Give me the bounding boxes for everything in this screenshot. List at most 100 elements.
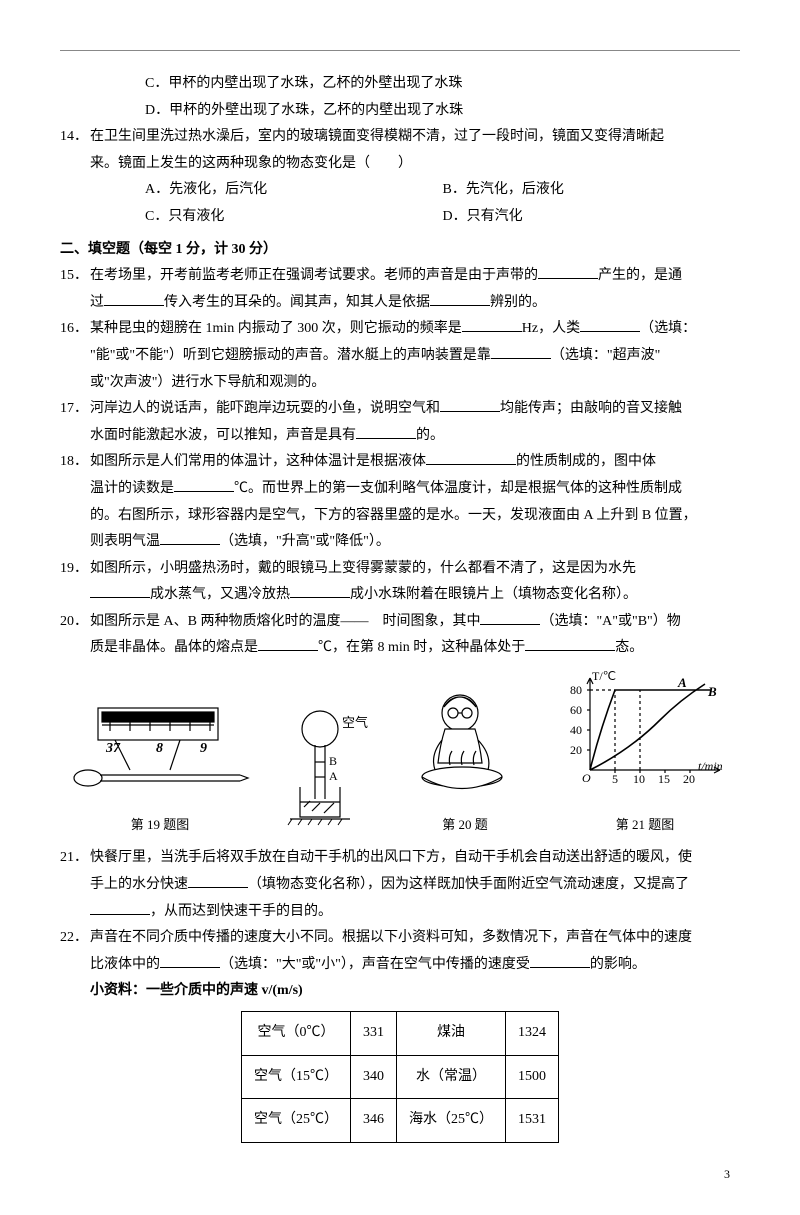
q22-subhead: 小资料：一些介质中的声速 v/(m/s) <box>90 983 303 998</box>
chart-A: A <box>677 675 687 690</box>
t: 快餐厅里，当洗手后将双手放在自动干手机的出风口下方，自动干手机会自动送出舒适的暖… <box>90 850 692 865</box>
blank <box>530 953 590 968</box>
fig-flask: 空气 B A <box>280 707 370 838</box>
blank <box>160 953 220 968</box>
q14-options-2: C．只有液化 D．只有汽化 <box>60 204 740 231</box>
q14: 14． 在卫生间里洗过热水澡后，室内的玻璃镜面变得模糊不清，过了一段时间，镜面又… <box>60 124 740 151</box>
q22-num: 22． <box>60 925 90 1005</box>
t: 态。 <box>615 640 643 655</box>
thermo-9: 9 <box>200 741 207 756</box>
q15: 15． 在考场里，开考前监考老师正在强调考试要求。老师的声音是由于声带的产生的，… <box>60 263 740 316</box>
t: 产生的，是通 <box>598 268 682 283</box>
cell: 1500 <box>506 1055 559 1099</box>
q13-option-c: C．甲杯的内壁出现了水珠，乙杯的外壁出现了水珠 <box>60 71 740 98</box>
chart-y80: 80 <box>570 683 582 697</box>
cell: 340 <box>351 1055 397 1099</box>
flask-air: 空气 <box>342 715 368 730</box>
chart-yaxis: T/℃ <box>592 670 616 683</box>
t: 的性质制成的，图中体 <box>516 454 656 469</box>
fig-b-label: 第 20 题 <box>400 813 530 838</box>
t: （选填： <box>640 321 696 336</box>
chart-xaxis: t/min <box>698 759 723 773</box>
blank <box>525 636 615 651</box>
q14-options-1: A．先液化，后汽化 B．先汽化，后液化 <box>60 177 740 204</box>
q16: 16． 某种昆虫的翅膀在 1min 内振动了 300 次，则它振动的频率是Hz，… <box>60 316 740 396</box>
t: 成水蒸气，又遇冷放热 <box>150 587 290 602</box>
blank <box>104 291 164 306</box>
page-number: 3 <box>60 1163 740 1186</box>
q14-opt-a: A．先液化，后汽化 <box>145 177 443 204</box>
chart-x20: 20 <box>683 772 695 786</box>
q14-line1: 在卫生间里洗过热水澡后，室内的玻璃镜面变得模糊不清，过了一段时间，镜面又变得清晰… <box>90 124 740 151</box>
q14-num: 14． <box>60 124 90 151</box>
cell: 煤油 <box>397 1011 506 1055</box>
t: 手上的水分快速 <box>90 877 188 892</box>
t: （选填："超声波" <box>551 348 660 363</box>
t: 如图所示是人们常用的体温计，这种体温计是根据液体 <box>90 454 426 469</box>
blank <box>462 317 522 332</box>
q20: 20． 如图所示是 A、B 两种物质熔化时的温度—— 时间图象，其中（选填："A… <box>60 609 740 662</box>
blank <box>160 530 220 545</box>
figure-row: 37 8 9 第 19 题图 <box>60 670 740 837</box>
t: 的。右图所示，球形容器内是空气，下方的容器里盛的是水。一天，发现液面由 A 上升… <box>90 508 697 523</box>
chart-x10: 10 <box>633 772 645 786</box>
cell: 346 <box>351 1099 397 1143</box>
q21: 21． 快餐厅里，当洗手后将双手放在自动干手机的出风口下方，自动干手机会自动送出… <box>60 845 740 925</box>
flask-B: B <box>329 754 337 768</box>
fig-thermometer: 37 8 9 第 19 题图 <box>70 700 250 837</box>
t: 温计的读数是 <box>90 481 174 496</box>
t: 质是非晶体。晶体的熔点是 <box>90 640 258 655</box>
blank <box>491 344 551 359</box>
t: Hz，人类 <box>522 321 580 336</box>
t: ℃，在第 8 min 时，这种晶体处于 <box>318 640 525 655</box>
q19-num: 19． <box>60 556 90 609</box>
thermo-8: 8 <box>156 741 163 756</box>
blank <box>440 397 500 412</box>
q19: 19． 如图所示，小明盛热汤时，戴的眼镜马上变得雾蒙蒙的，什么都看不清了，这是因… <box>60 556 740 609</box>
t: 成小水珠附着在眼镜片上（填物态变化名称）。 <box>350 587 637 602</box>
sound-speed-table: 空气（0℃） 331 煤油 1324 空气（15℃） 340 水（常温） 150… <box>241 1011 559 1143</box>
t: 则表明气温 <box>90 534 160 549</box>
blank <box>580 317 640 332</box>
cell: 空气（15℃） <box>242 1055 351 1099</box>
blank <box>430 291 490 306</box>
fig-chart: T/℃ 80 60 40 20 O 5 10 15 20 t/min A B 第… <box>560 670 730 837</box>
cell: 1324 <box>506 1011 559 1055</box>
t: 声音在不同介质中传播的速度大小不同。根据以下小资料可知，多数情况下，声音在气体中… <box>90 930 692 945</box>
t: （填物态变化名称），因为这样既加快手面附近空气流动速度，又提高了 <box>248 877 689 892</box>
t: （选填："A"或"B"）物 <box>540 614 680 629</box>
blank <box>90 900 150 915</box>
blank <box>426 450 516 465</box>
chart-B: B <box>707 684 717 699</box>
q22: 22． 声音在不同介质中传播的速度大小不同。根据以下小资料可知，多数情况下，声音… <box>60 925 740 1005</box>
q17: 17． 河岸边人的说话声，能吓跑岸边玩耍的小鱼，说明空气和均能传声；由敲响的音叉… <box>60 396 740 449</box>
chart-x5: 5 <box>612 772 618 786</box>
blank <box>290 583 350 598</box>
q21-num: 21． <box>60 845 90 925</box>
t: 辨别的。 <box>490 295 546 310</box>
t: "能"或"不能"）听到它翅膀振动的声音。潜水艇上的声呐装置是靠 <box>90 348 491 363</box>
chart-O: O <box>582 771 591 785</box>
t: （选填，"升高"或"降低"）。 <box>220 534 390 549</box>
blank <box>90 583 150 598</box>
flask-A: A <box>329 769 338 783</box>
fig-a-label: 第 19 题图 <box>70 813 250 838</box>
t: 水面时能激起水波，可以推知，声音是具有 <box>90 428 356 443</box>
q18-num: 18． <box>60 449 90 555</box>
q18: 18． 如图所示是人们常用的体温计，这种体温计是根据液体 的性质制成的，图中体 温… <box>60 449 740 555</box>
blank <box>188 873 248 888</box>
t: 某种昆虫的翅膀在 1min 内振动了 300 次，则它振动的频率是 <box>90 321 462 336</box>
q14-opt-c: C．只有液化 <box>145 204 443 231</box>
cell: 海水（25℃） <box>397 1099 506 1143</box>
t: 或"次声波"）进行水下导航和观测的。 <box>90 375 325 390</box>
q14-opt-b: B．先汽化，后液化 <box>443 177 741 204</box>
cell: 空气（25℃） <box>242 1099 351 1143</box>
q15-num: 15． <box>60 263 90 316</box>
cell: 331 <box>351 1011 397 1055</box>
fig-c-label: 第 21 题图 <box>560 813 730 838</box>
blank <box>356 424 416 439</box>
t: （选填："大"或"小"），声音在空气中传播的速度受 <box>220 957 530 972</box>
blank <box>174 477 234 492</box>
t: 如图所示，小明盛热汤时，戴的眼镜马上变得雾蒙蒙的，什么都看不清了，这是因为水先 <box>90 561 636 576</box>
t: 比液体中的 <box>90 957 160 972</box>
